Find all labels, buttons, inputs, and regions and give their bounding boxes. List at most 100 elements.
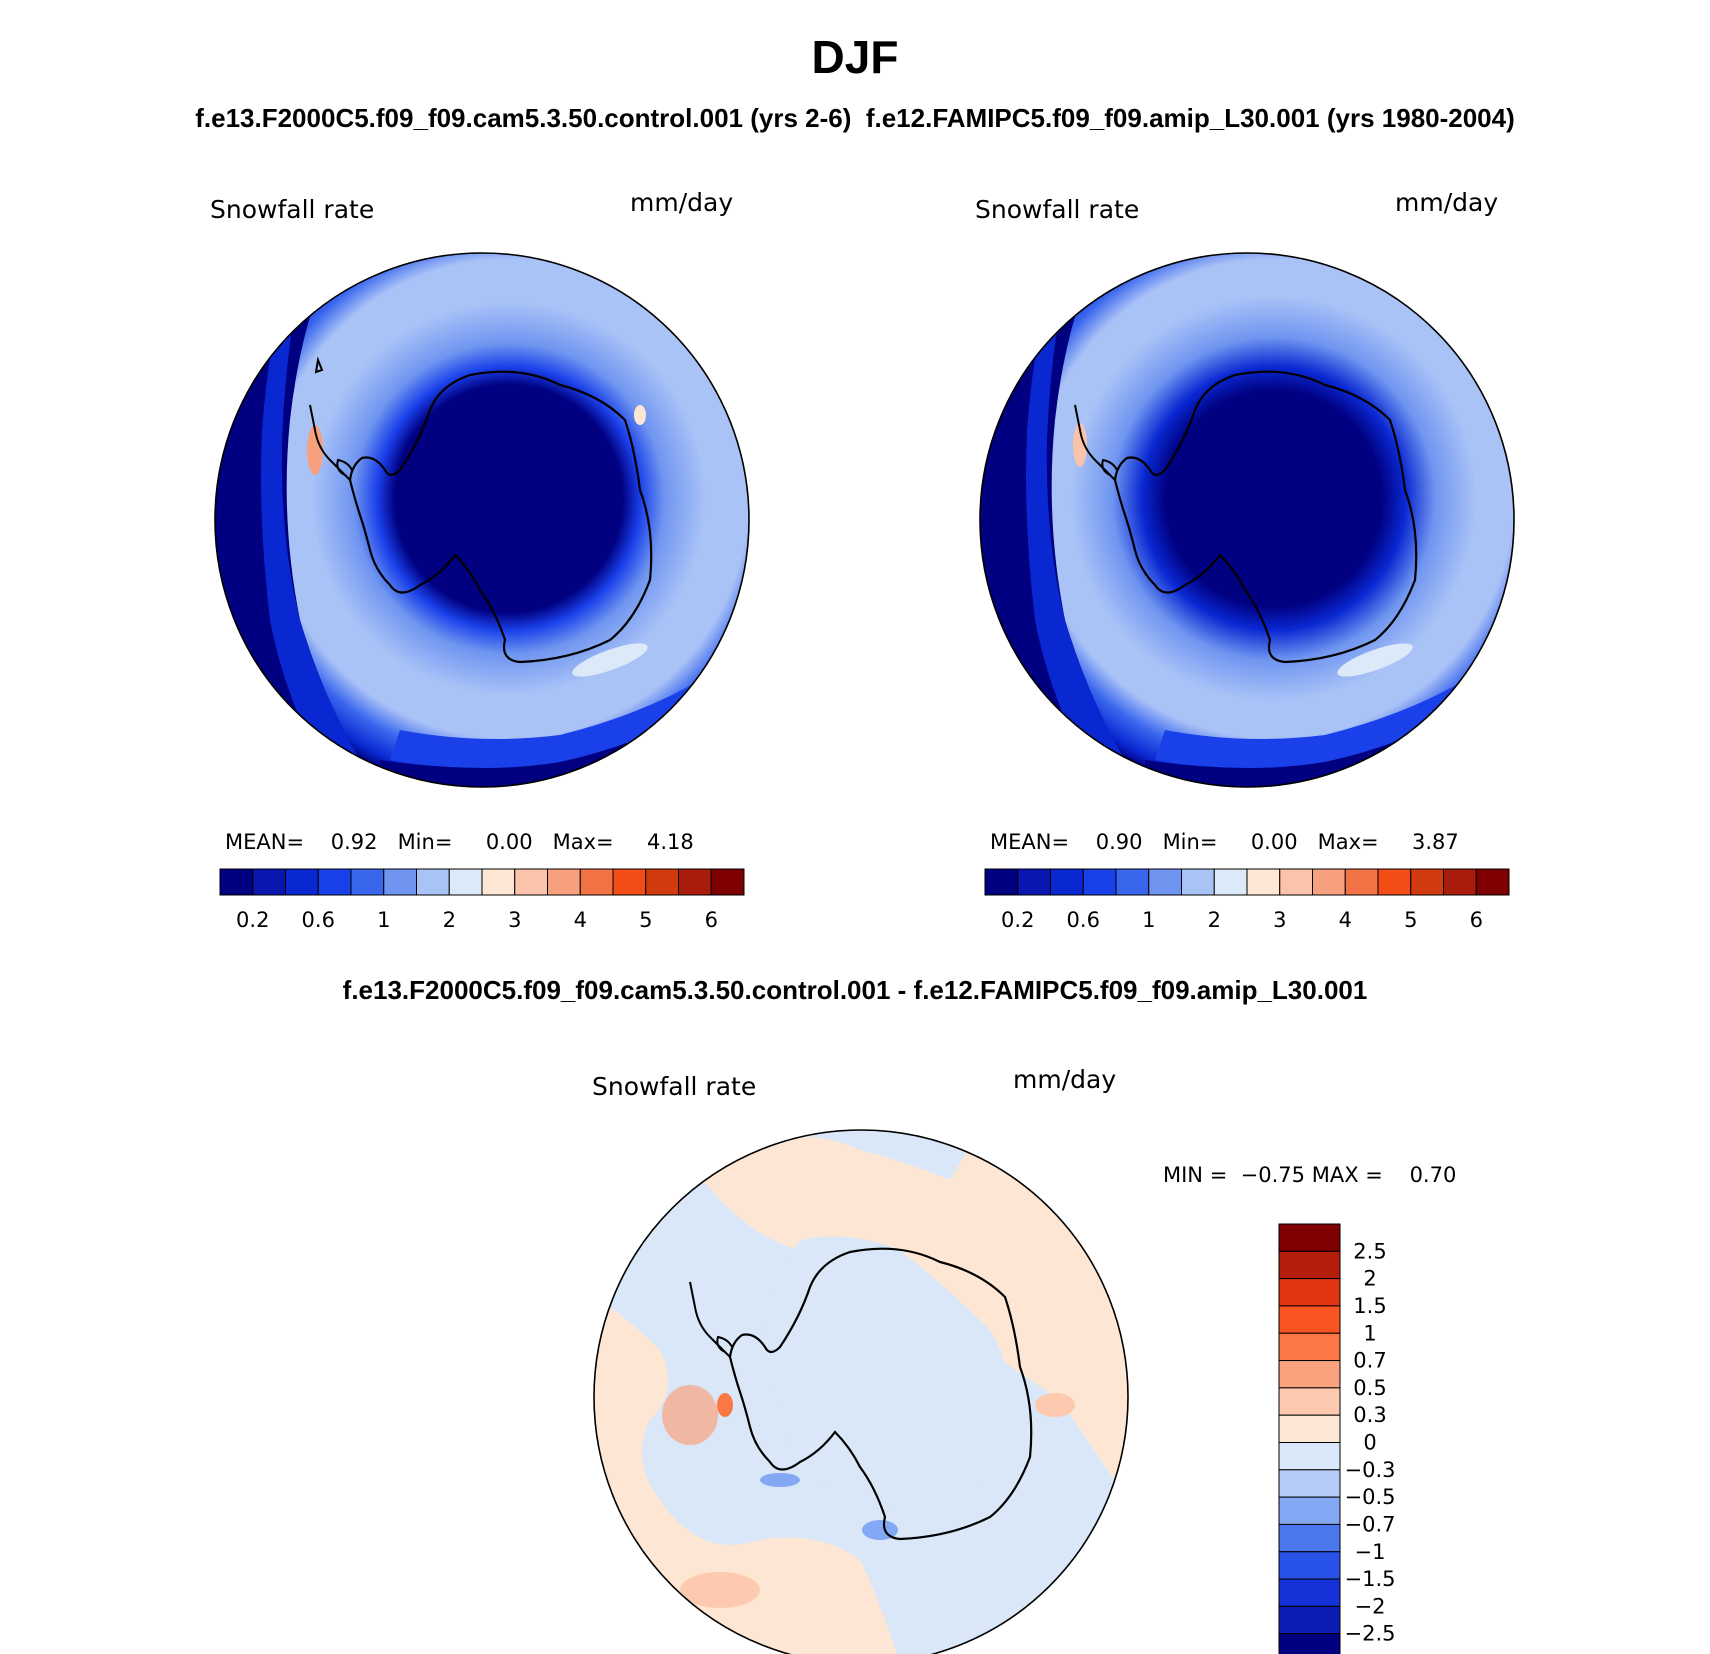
panel2-colorbar-tick-label: 1 — [1142, 908, 1155, 932]
panel1-colorbar-tick-label: 5 — [639, 908, 652, 932]
panel2-colorbar-tick-label: 6 — [1470, 908, 1483, 932]
panel2-colorbar-tick-label: 0.6 — [1067, 908, 1100, 932]
panel1-colorbar-box — [710, 868, 745, 896]
panel2-colorbar-tick-label: 0.2 — [1001, 908, 1034, 932]
diff-colorbar-tick-label: −2.5 — [1345, 1622, 1396, 1646]
panel1-colorbar-box — [252, 868, 286, 896]
panel2-colorbar-tick-label: 2 — [1208, 908, 1221, 932]
panel2-colorbar-box — [1377, 868, 1412, 896]
panel1-colorbar-box — [612, 868, 647, 896]
diff-colorbar-box — [1278, 1223, 1341, 1252]
panel2-colorbar-box — [1181, 868, 1215, 896]
panel2-colorbar-box — [1082, 868, 1117, 896]
panel2-colorbar-box — [1148, 868, 1182, 896]
diff-colorbar-tick-label: −0.5 — [1345, 1485, 1396, 1509]
panel1-colorbar-box — [481, 868, 516, 896]
diff-colorbar-box — [1278, 1605, 1341, 1635]
panel2-colorbar-tick-label: 3 — [1273, 908, 1286, 932]
panel1-colorbar-tick-label: 1 — [377, 908, 390, 932]
diff-colorbar-tick-label: 0.3 — [1353, 1403, 1386, 1427]
diff-colorbar-box — [1278, 1387, 1341, 1416]
panel2-colorbar-box — [1246, 868, 1281, 896]
subtitle-left-case: f.e13.F2000C5.f09_f09.cam5.3.50.control.… — [195, 103, 852, 133]
panel1-colorbar-box — [678, 868, 712, 896]
diff-colorbar-tick-label: −1 — [1355, 1540, 1386, 1564]
panel2-colorbar-tick-label: 4 — [1339, 908, 1352, 932]
antarctica-coastline-2 — [1113, 370, 1418, 664]
panel1-map — [214, 252, 750, 788]
panel1-variable-label: Snowfall rate — [210, 195, 375, 224]
diff-colorbar-tick-label: 0 — [1363, 1431, 1376, 1455]
panel2-colorbar: 0.2 0.6 1 2 3 4 5 6 — [984, 868, 1510, 932]
diff-colorbar-tick-label: −0.3 — [1345, 1458, 1396, 1482]
diff-colorbar: 2.5 2 1.5 1 0.7 0.5 0.3 0 −0.3 −0.5 −0.7 −1 −1.5 −2 −2… — [1278, 1223, 1396, 1654]
diff-colorbar-tick-label: 2.5 — [1353, 1239, 1386, 1263]
panel1-colorbar-tick-label: 3 — [508, 908, 521, 932]
diff-colorbar-tick-label: 2 — [1363, 1267, 1376, 1291]
diff-colorbar-tick-label: 1 — [1363, 1321, 1376, 1345]
panel2-colorbar-box — [1050, 868, 1084, 896]
panel2-colorbar-box — [1410, 868, 1444, 896]
panel1-colorbar-box — [579, 868, 614, 896]
subtitle-right-case: f.e12.FAMIPC5.f09_f09.amip_L30.001 (yrs … — [865, 103, 1515, 133]
diff-variable-label: Snowfall rate — [592, 1072, 757, 1101]
diff-colorbar-box — [1278, 1496, 1341, 1525]
diff-colorbar-tick-label: −1.5 — [1345, 1567, 1396, 1591]
diff-colorbar-box — [1278, 1278, 1341, 1307]
panel2-colorbar-box — [1443, 868, 1477, 896]
panel1-colorbar-box — [645, 868, 679, 896]
panel1-stats: MEAN= 0.92 Min= 0.00 Max= 4.18 — [225, 830, 694, 854]
diff-colorbar-box — [1278, 1250, 1341, 1280]
panel1-colorbar-tick-label: 4 — [574, 908, 587, 932]
difference-title: f.e13.F2000C5.f09_f09.cam5.3.50.control.… — [342, 975, 1368, 1005]
diff-colorbar-box — [1278, 1360, 1341, 1389]
diff-stats: MIN = −0.75 MAX = 0.70 — [1163, 1163, 1457, 1187]
panel1-colorbar-tick-label: 0.2 — [236, 908, 269, 932]
diff-colorbar-box — [1278, 1442, 1341, 1471]
diff-colorbar-box — [1278, 1414, 1341, 1443]
panel1-units-label: mm/day — [630, 188, 734, 217]
diff-colorbar-tick-label: 0.5 — [1353, 1376, 1386, 1400]
panel2-stats: MEAN= 0.90 Min= 0.00 Max= 3.87 — [990, 830, 1459, 854]
panel1-colorbar-tick-label: 2 — [443, 908, 456, 932]
panel2-colorbar-box — [1475, 868, 1510, 896]
panel2-colorbar-box — [1279, 868, 1313, 896]
diff-colorbar-tick-label: −0.7 — [1345, 1512, 1396, 1536]
antarctica-coastline-diff — [728, 1247, 1033, 1541]
panel1-colorbar-box — [383, 868, 417, 896]
panel1-colorbar: 0.2 0.6 1 2 3 4 5 6 — [219, 868, 745, 932]
panel1-colorbar-box — [547, 868, 581, 896]
diff-colorbar-box — [1278, 1551, 1341, 1580]
panel1-colorbar-tick-label: 0.6 — [302, 908, 335, 932]
figure-subtitle: f.e13.F2000C5.f09_f09.cam5.3.50.control.… — [0, 103, 1710, 134]
panel2-colorbar-box — [1115, 868, 1150, 896]
panel2-colorbar-box — [1312, 868, 1346, 896]
panel1-colorbar-box — [285, 868, 319, 896]
panel1-colorbar-box — [514, 868, 548, 896]
panel2-colorbar-box — [1344, 868, 1379, 896]
antarctica-coastline-1 — [348, 370, 653, 664]
diff-colorbar-tick-label: 0.7 — [1353, 1349, 1386, 1373]
figure-title: DJF — [811, 31, 899, 83]
panel1-colorbar-box — [448, 868, 483, 896]
diff-colorbar-tick-label: −2 — [1355, 1594, 1386, 1618]
panel1-colorbar-tick-label: 6 — [705, 908, 718, 932]
diff-colorbar-box — [1278, 1469, 1341, 1498]
panel2-colorbar-box — [984, 868, 1019, 896]
panel2-map — [979, 252, 1515, 788]
panel2-variable-label: Snowfall rate — [975, 195, 1140, 224]
diff-colorbar-box — [1278, 1523, 1341, 1553]
diff-units-label: mm/day — [1013, 1065, 1117, 1094]
diff-colorbar-box — [1278, 1332, 1341, 1362]
panel1-colorbar-box — [416, 868, 450, 896]
panel1-colorbar-box — [219, 868, 254, 896]
panel2-colorbar-box — [1213, 868, 1248, 896]
diff-colorbar-box — [1278, 1633, 1341, 1654]
panel2-colorbar-box — [1017, 868, 1051, 896]
panel2-colorbar-tick-label: 5 — [1404, 908, 1417, 932]
diff-colorbar-box — [1278, 1305, 1341, 1334]
panel2-units-label: mm/day — [1395, 188, 1499, 217]
panel1-colorbar-box — [317, 868, 352, 896]
diff-map — [593, 1129, 1129, 1654]
